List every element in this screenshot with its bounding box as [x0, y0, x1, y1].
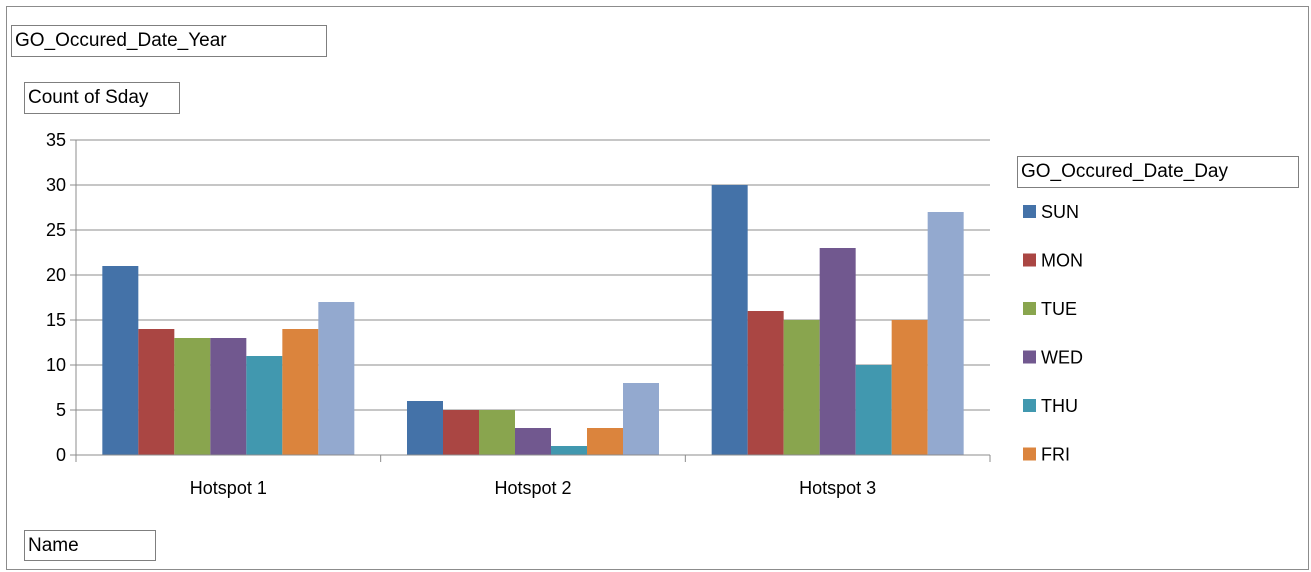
bar-thu-1 [246, 356, 283, 455]
value-field-button[interactable]: Count of Sday [24, 82, 180, 114]
bar-series-7-3 [927, 212, 964, 455]
legend-swatch-mon [1023, 253, 1036, 267]
bar-fri-3 [891, 320, 928, 455]
chart-frame [6, 6, 1309, 570]
y-tick-label: 5 [56, 400, 66, 420]
y-tick-label: 10 [46, 355, 66, 375]
legend-label-wed: WED [1041, 348, 1083, 368]
legend-swatch-sun [1023, 205, 1036, 218]
x-tick-label: Hotspot 1 [190, 478, 267, 498]
bar-wed-2 [515, 428, 551, 455]
legend-swatch-fri [1023, 447, 1036, 461]
x-tick-label: Hotspot 3 [799, 478, 876, 498]
legend-swatch-thu [1023, 399, 1036, 412]
bars [102, 185, 964, 455]
legend-label-sun: SUN [1041, 202, 1079, 222]
bar-mon-1 [138, 329, 175, 455]
bar-tue-1 [174, 338, 211, 455]
bar-mon-2 [443, 410, 479, 455]
legend-label-thu: THU [1041, 396, 1078, 416]
bar-wed-1 [210, 338, 247, 455]
y-tick-label: 20 [46, 265, 66, 285]
legend-label-mon: MON [1041, 251, 1083, 271]
y-tick-label: 0 [56, 445, 66, 465]
bar-sun-3 [711, 185, 748, 455]
y-tick-label: 35 [46, 130, 66, 150]
bar-sun-2 [407, 401, 443, 455]
legend-swatch-wed [1023, 350, 1036, 364]
bar-tue-2 [479, 410, 515, 455]
bar-series-7-1 [318, 302, 355, 455]
legend-label-fri: FRI [1041, 445, 1070, 465]
y-tick-label: 25 [46, 220, 66, 240]
legend: SUN MON TUE WED THU FRI [1023, 202, 1083, 465]
bar-series-7-2 [623, 383, 659, 455]
y-tick-label: 15 [46, 310, 66, 330]
bar-thu-3 [855, 365, 892, 455]
filter-field-button[interactable]: GO_Occured_Date_Year [11, 25, 327, 57]
bar-sun-1 [102, 266, 139, 455]
y-tick-label: 30 [46, 175, 66, 195]
legend-label-tue: TUE [1041, 299, 1077, 319]
legend-field-button[interactable]: GO_Occured_Date_Day [1017, 156, 1299, 188]
bar-thu-2 [551, 446, 587, 455]
bar-mon-3 [747, 311, 784, 455]
legend-swatch-tue [1023, 302, 1036, 315]
axis-field-button[interactable]: Name [24, 530, 156, 561]
x-tick-label: Hotspot 2 [494, 478, 571, 498]
bar-fri-1 [282, 329, 319, 455]
axes: 0 5 10 15 20 25 30 35 Hotspot 1 Hotspot 2 Hotspot … [46, 130, 991, 498]
bar-wed-3 [819, 248, 856, 455]
bar-tue-3 [783, 320, 820, 455]
bar-fri-2 [587, 428, 623, 455]
